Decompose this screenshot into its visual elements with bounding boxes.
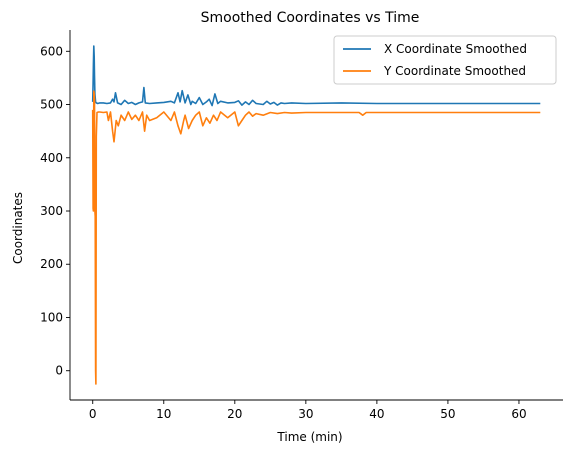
- y-tick-label: 500: [40, 98, 63, 112]
- legend: X Coordinate Smoothed Y Coordinate Smooth…: [333, 35, 557, 85]
- series-line-y-coordinate: [91, 90, 541, 385]
- y-tick-label: 200: [40, 257, 63, 271]
- x-tick-label: 0: [89, 407, 97, 421]
- chart-title: Smoothed Coordinates vs Time: [201, 10, 420, 26]
- y-tick-label: 600: [40, 44, 63, 58]
- y-tick-label: 400: [40, 151, 63, 165]
- x-tick-label: 50: [440, 407, 455, 421]
- x-tick-label: 40: [369, 407, 384, 421]
- y-tick-label: 0: [55, 364, 63, 378]
- x-tick-label: 30: [298, 407, 313, 421]
- y-axis-label: Coordinates: [11, 192, 25, 264]
- x-axis-label: Time (min): [276, 430, 342, 444]
- legend-entry: X Coordinate Smoothed: [384, 42, 527, 56]
- y-tick-label: 100: [40, 310, 63, 324]
- series-line-x-coordinate: [91, 45, 541, 107]
- series-layer: [91, 45, 541, 385]
- x-tick-label: 60: [511, 407, 526, 421]
- y-tick-label: 300: [40, 204, 63, 218]
- x-tick-label: 20: [227, 407, 242, 421]
- x-tick-label: 10: [156, 407, 171, 421]
- legend-entry: Y Coordinate Smoothed: [383, 64, 526, 78]
- legend-box: [333, 35, 557, 85]
